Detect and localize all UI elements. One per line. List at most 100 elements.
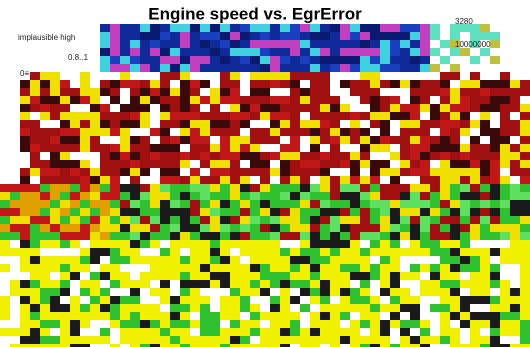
cell <box>140 328 150 336</box>
cell <box>430 232 440 240</box>
cell <box>70 144 80 152</box>
cell <box>70 216 80 224</box>
cell <box>280 176 290 184</box>
cell <box>350 288 360 296</box>
cell <box>140 240 150 248</box>
cell <box>450 128 460 136</box>
cell <box>170 80 180 88</box>
cell <box>140 336 150 344</box>
cell <box>450 224 460 232</box>
cell <box>140 320 150 328</box>
cell <box>440 48 450 56</box>
cell <box>250 120 260 128</box>
cell <box>350 216 360 224</box>
cell <box>380 168 390 176</box>
cell <box>170 240 180 248</box>
cell <box>20 104 30 112</box>
cell <box>240 24 250 32</box>
cell <box>420 304 430 312</box>
cell <box>480 216 490 224</box>
cell <box>370 304 380 312</box>
cell <box>440 168 450 176</box>
cell <box>100 168 110 176</box>
cell <box>310 208 320 216</box>
cell <box>0 200 10 208</box>
cell <box>470 248 480 256</box>
cell <box>410 96 420 104</box>
cell <box>100 256 110 264</box>
cell <box>330 24 340 32</box>
cell <box>220 136 230 144</box>
cell <box>370 216 380 224</box>
cell <box>230 208 240 216</box>
cell <box>360 272 370 280</box>
cell <box>280 104 290 112</box>
cell <box>40 200 50 208</box>
cell <box>470 264 480 272</box>
cell <box>60 328 70 336</box>
cell <box>50 264 60 272</box>
cell <box>310 128 320 136</box>
cell <box>250 128 260 136</box>
cell <box>480 264 490 272</box>
cell <box>350 40 360 48</box>
cell <box>310 32 320 40</box>
cell <box>390 88 400 96</box>
cell <box>260 168 270 176</box>
cell <box>120 200 130 208</box>
cell <box>260 56 270 64</box>
cell <box>100 184 110 192</box>
cell <box>20 224 30 232</box>
cell <box>130 72 140 80</box>
cell <box>70 288 80 296</box>
cell <box>440 240 450 248</box>
cell <box>190 80 200 88</box>
cell <box>230 232 240 240</box>
cell <box>20 216 30 224</box>
cell <box>20 168 30 176</box>
cell <box>310 136 320 144</box>
cell <box>320 328 330 336</box>
cell <box>480 88 490 96</box>
cell <box>270 64 280 72</box>
cell <box>180 136 190 144</box>
cell <box>230 176 240 184</box>
cell <box>140 88 150 96</box>
cell <box>100 320 110 328</box>
cell <box>170 184 180 192</box>
cell <box>480 320 490 328</box>
cell <box>280 88 290 96</box>
cell <box>80 336 90 344</box>
heatmap-cells <box>0 24 530 347</box>
cell <box>100 152 110 160</box>
cell <box>400 224 410 232</box>
cell <box>120 320 130 328</box>
cell <box>240 64 250 72</box>
cell <box>190 104 200 112</box>
cell <box>240 152 250 160</box>
cell <box>110 120 120 128</box>
cell <box>190 312 200 320</box>
cell <box>350 120 360 128</box>
cell <box>480 304 490 312</box>
cell <box>310 248 320 256</box>
cell <box>150 280 160 288</box>
cell <box>230 224 240 232</box>
cell <box>430 56 440 64</box>
cell <box>230 168 240 176</box>
cell <box>420 280 430 288</box>
cell <box>320 280 330 288</box>
cell <box>150 248 160 256</box>
cell <box>380 184 390 192</box>
cell <box>320 208 330 216</box>
cell <box>300 128 310 136</box>
cell <box>270 136 280 144</box>
cell <box>150 176 160 184</box>
cell <box>390 24 400 32</box>
cell <box>230 40 240 48</box>
cell <box>120 248 130 256</box>
cell <box>130 304 140 312</box>
cell <box>400 320 410 328</box>
cell <box>120 168 130 176</box>
cell <box>460 280 470 288</box>
